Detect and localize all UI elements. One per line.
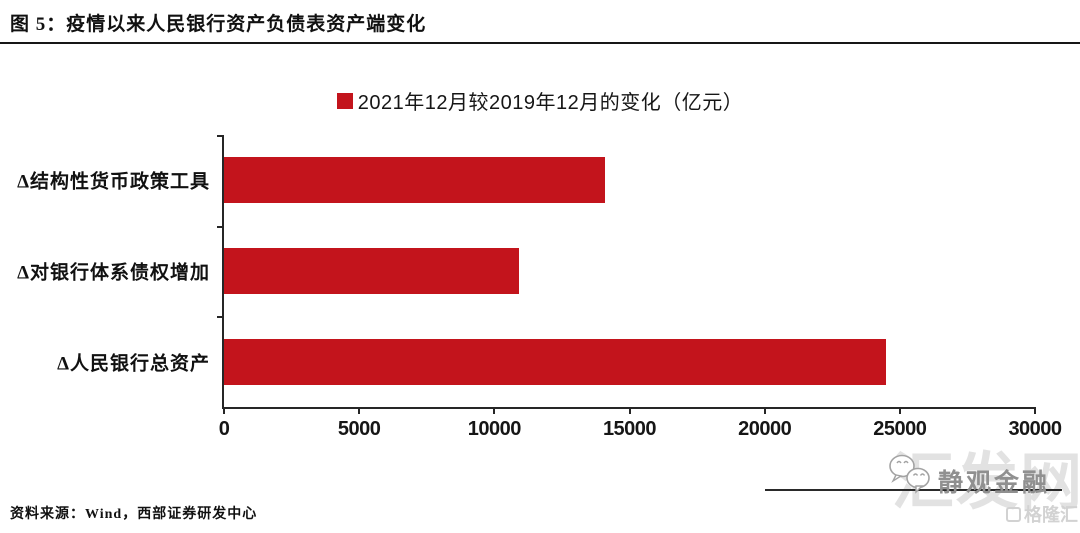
y-axis-tick — [217, 225, 224, 228]
category-label: Δ对银行体系债权增加 — [17, 262, 210, 284]
legend-label: 2021年12月较2019年12月的变化（亿元） — [357, 92, 744, 114]
badge-watermark-label: 格隆汇 — [1024, 505, 1078, 525]
x-axis-tick-label: 0 — [218, 418, 230, 440]
wechat-account-watermark: 静观金融 — [938, 470, 1051, 497]
category-label: Δ结构性货币政策工具 — [17, 171, 210, 193]
chart-legend: 2021年12月较2019年12月的变化（亿元） — [0, 86, 1080, 115]
figure-title: 图 5：疫情以来人民银行资产负债表资产端变化 — [10, 14, 427, 35]
x-axis-tick-label: 20000 — [738, 418, 792, 440]
x-axis-tick — [493, 407, 496, 414]
x-axis-tick — [358, 407, 361, 414]
x-axis-tick-label: 10000 — [467, 418, 522, 440]
x-axis-tick — [628, 407, 631, 414]
wechat-icon — [886, 452, 936, 501]
x-axis-tick — [223, 407, 225, 414]
category-label: Δ人民银行总资产 — [57, 353, 210, 375]
badge-watermark: 格隆汇 — [1006, 501, 1078, 527]
bar — [224, 338, 887, 385]
x-axis-tick-label: 30000 — [1008, 418, 1062, 440]
bar-row: Δ对银行体系债权增加 — [17, 226, 1035, 317]
bar — [224, 247, 519, 294]
bar-chart-plot-area: Δ结构性货币政策工具 Δ对银行体系债权增加 Δ人民银行总资产 0 5000 10000 15… — [17, 135, 1062, 440]
bar-row: Δ人民银行总资产 — [57, 316, 1035, 407]
x-axis-tick-label: 5000 — [337, 418, 381, 440]
x-axis-tick-label: 15000 — [602, 418, 657, 440]
x-axis-tick — [1034, 407, 1036, 414]
badge-logo-icon — [1006, 506, 1021, 522]
legend-swatch — [336, 92, 353, 109]
x-axis-tick — [898, 407, 901, 414]
bar — [224, 157, 606, 204]
bar-row: Δ结构性货币政策工具 — [17, 135, 1035, 226]
title-divider — [0, 42, 1080, 44]
y-axis-tick — [217, 135, 224, 137]
watermark-divider-line — [765, 489, 1062, 491]
x-axis-tick — [763, 407, 766, 414]
source-note: 资料来源：Wind，西部证券研发中心 — [10, 507, 258, 522]
x-axis-tick-label: 25000 — [873, 418, 927, 440]
y-axis-tick — [217, 316, 224, 319]
